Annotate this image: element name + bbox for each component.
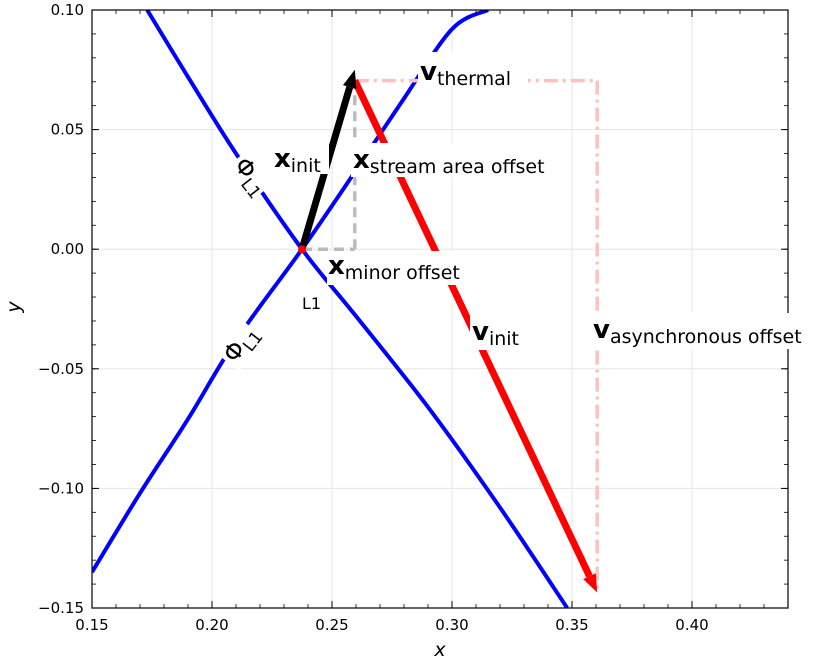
x-tick-label: 0.40 [675,616,708,634]
y-tick-label: −0.15 [38,599,84,617]
x-tick-label: 0.20 [195,616,228,634]
x-init-vector-head [343,69,357,90]
x-minor-offset-label-bg [327,251,479,285]
annotations: vthermal xinit xstream area offset xmino… [213,52,827,372]
v-thermal-label: vthermal [420,57,511,90]
y-tick-label: −0.10 [38,479,84,497]
v-init-vector-head [583,573,598,593]
y-tick-label: 0.05 [51,121,84,139]
v-asynchronous-offset-label: vasynchronous offset [593,315,802,348]
x-minor-offset-label: xminor offset [328,251,460,284]
x-axis-label: x [433,639,446,661]
v-thermal-label-bg [418,52,528,86]
x-stream-area-offset-label-bg [351,143,571,177]
y-tick-label: 0.10 [51,1,84,19]
plot-frame [91,9,789,609]
ticks [91,9,789,609]
y-tick-label: −0.05 [38,360,84,378]
x-init-label-bg [273,140,329,174]
y-axis-label: y [3,301,25,314]
x-tick-label: 0.25 [315,616,348,634]
tick-labels: 0.15 0.20 0.25 0.30 0.35 0.40 0.10 0.05 0.00 −0.0… [38,1,709,634]
points [298,245,306,254]
l1-label: L1 [302,294,321,313]
v-init-label: vinit [472,317,519,350]
l1-point [298,245,306,254]
separatrix-curve-2 [92,10,489,574]
x-tick-label: 0.35 [555,616,588,634]
x-init-label: xinit [274,144,321,177]
x-tick-label: 0.15 [75,616,108,634]
v-asynchronous-offset-label-bg [591,313,827,349]
curves [92,10,569,608]
grid [91,9,788,609]
y-tick-label: 0.00 [51,240,84,258]
x-stream-area-offset-label: xstream area offset [353,145,545,178]
v-init-label-bg [470,316,530,350]
phi-l1-upper-label: ΦL1 [225,148,277,203]
x-tick-label: 0.30 [435,616,468,634]
separatrix-curve-1 [145,10,569,608]
